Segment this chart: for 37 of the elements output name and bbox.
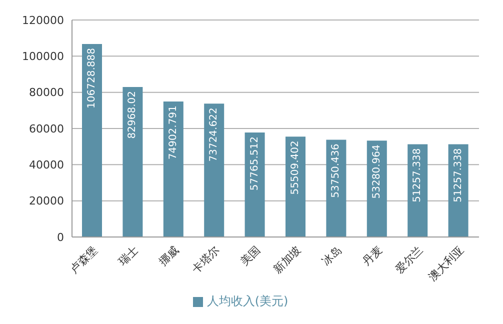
bar <box>122 86 143 237</box>
data-label: 82968.02 <box>127 90 138 139</box>
y-tick-label: 60000 <box>29 122 64 136</box>
bar <box>163 102 184 237</box>
bar <box>448 144 468 237</box>
data-label: 73724.622 <box>208 108 220 162</box>
data-label: 53280.964 <box>371 144 382 199</box>
y-tick-label: 120000 <box>22 14 64 27</box>
x-tick-label: 美国 <box>238 243 263 268</box>
y-tick-label: 80000 <box>29 86 64 100</box>
x-tick-label: 丹麦 <box>360 243 385 268</box>
y-tick-label: 20000 <box>29 194 64 208</box>
x-tick-label: 新加坡 <box>270 243 304 276</box>
data-label: 74902.791 <box>168 106 179 160</box>
bar <box>244 132 265 237</box>
data-label: 51257.338 <box>452 148 464 202</box>
y-tick-label: 0 <box>57 230 64 244</box>
x-tick-label: 爱尔兰 <box>393 243 426 276</box>
bar <box>286 136 306 237</box>
data-label: 106728.888 <box>86 48 98 108</box>
x-tick-label: 卢森堡 <box>67 243 100 276</box>
x-tick-label: 澳大利亚 <box>426 243 466 284</box>
data-label: 57765.512 <box>249 136 260 191</box>
bar <box>408 144 428 237</box>
x-tick-label: 挪威 <box>156 243 182 268</box>
y-tick-label: 40000 <box>29 158 64 172</box>
data-label: 51257.338 <box>412 148 424 202</box>
bar <box>326 140 346 237</box>
x-tick-label: 瑞士 <box>116 243 141 268</box>
data-label: 55509.402 <box>290 140 301 195</box>
x-tick-label: 冰岛 <box>319 243 344 268</box>
bar <box>204 104 224 237</box>
y-tick-label: 100000 <box>22 50 64 64</box>
bar <box>82 44 102 237</box>
data-label: 53750.436 <box>330 144 342 198</box>
legend-label: 人均收入(美元) <box>206 294 288 308</box>
x-tick-label: 卡塔尔 <box>190 243 222 276</box>
